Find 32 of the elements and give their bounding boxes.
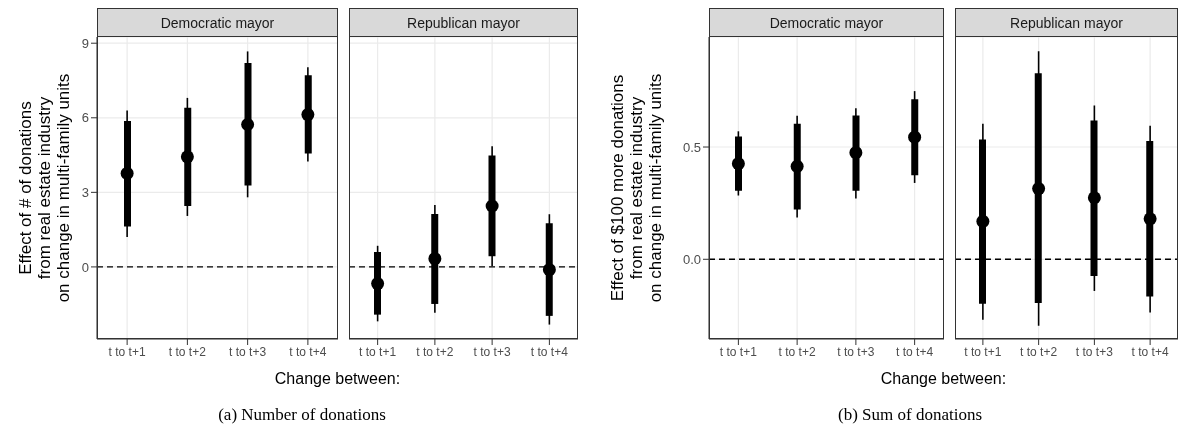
x-tick-label: t to t+3 [229, 344, 267, 359]
x-tick-label: t to t+1 [359, 344, 397, 359]
chart-title: Democratic mayor [97, 8, 338, 37]
x-tick-label: t to t+4 [896, 344, 934, 359]
x-tick-label: t to t+2 [778, 344, 816, 359]
x-tick-label: t to t+1 [719, 344, 758, 359]
chart-title: Republican mayor [349, 8, 578, 37]
x-tick-label: t to t+2 [416, 344, 454, 359]
x-axis-title: Change between: [880, 370, 1007, 388]
y-tick-label: 6 [81, 110, 89, 126]
x-tick-label: t to t+4 [530, 344, 569, 359]
x-tick-label: t to t+3 [1075, 344, 1114, 359]
x-tick-label: t to t+2 [1020, 344, 1058, 359]
x-tick-label: t to t+1 [964, 344, 1002, 359]
x-tick-label: t to t+4 [1131, 344, 1169, 359]
chart-title: Republican mayor [955, 8, 1178, 37]
x-axis-title: Change between: [274, 370, 401, 388]
x-tick-label: t to t+3 [837, 344, 875, 359]
x-tick-label: t to t+4 [289, 344, 327, 359]
x-tick-label: t to t+2 [168, 344, 207, 359]
y-axis-title: Effect of $100 more donations from real estate industry on change in multi-family units [608, 73, 666, 303]
y-tick-label: 9 [81, 35, 89, 51]
y-axis-title: Effect of # of donations from real estate industry on change in multi-family units [16, 73, 74, 303]
text: (a) Number of donations [218, 405, 386, 425]
y-tick-label: 0 [81, 259, 89, 275]
y-tick-label: 3 [81, 184, 89, 200]
chart-title: Democratic mayor [709, 8, 944, 37]
x-tick-label: t to t+3 [473, 344, 511, 359]
y-tick-label: 0.5 [682, 139, 701, 155]
x-tick-label: t to t+1 [108, 344, 146, 359]
text: (b) Sum of donations [837, 405, 983, 425]
y-tick-label: 0.0 [682, 251, 701, 267]
